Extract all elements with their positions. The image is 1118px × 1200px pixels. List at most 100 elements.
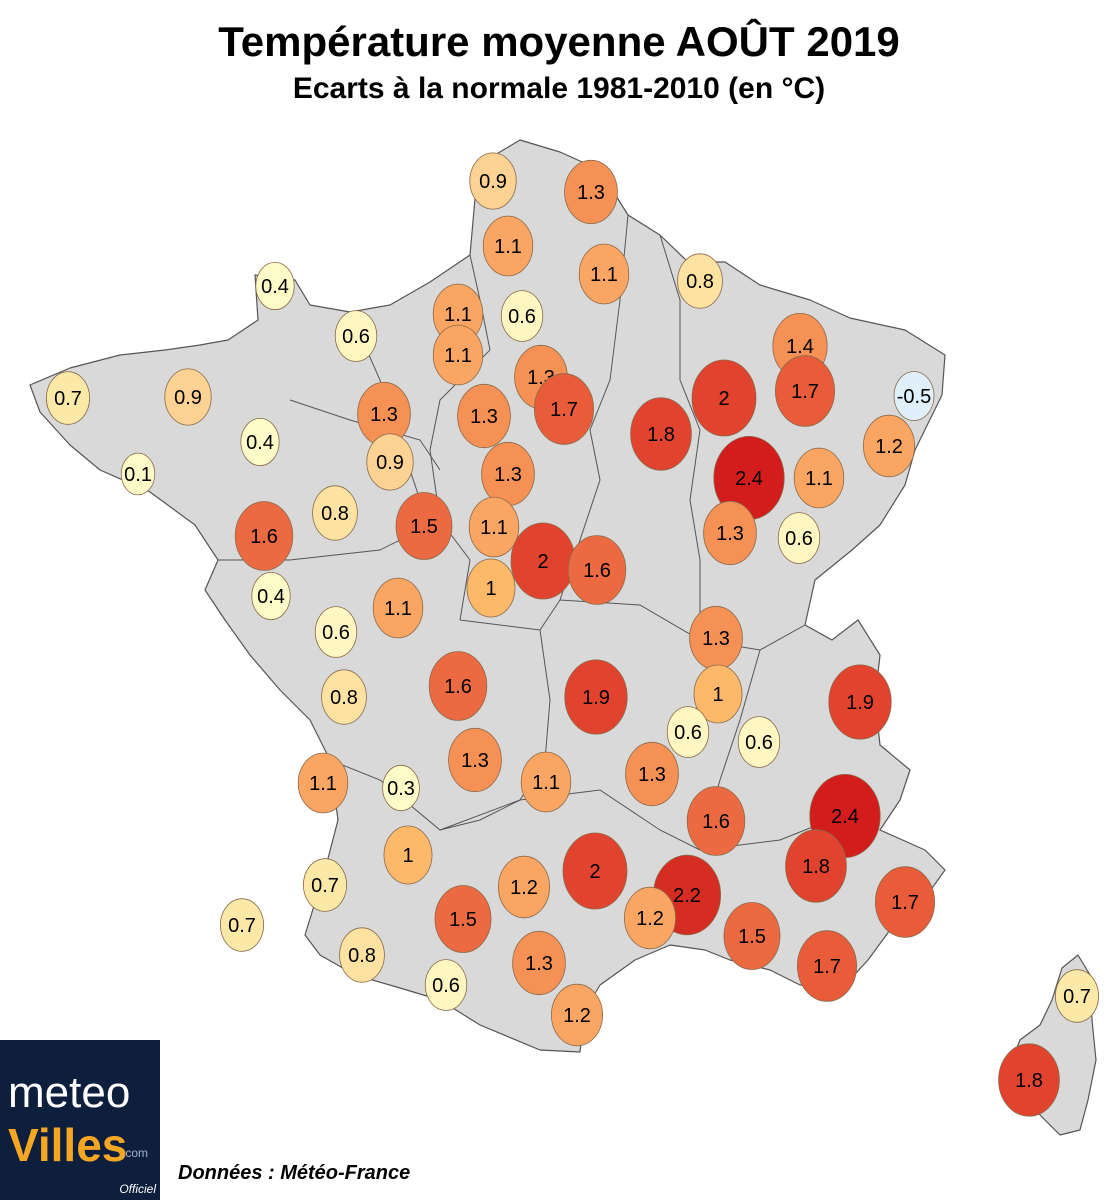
station-value-label: 0.7 [228, 915, 256, 937]
station-bubble: 1 [383, 825, 433, 885]
station-value-label: 1.2 [875, 436, 903, 458]
station-bubble-marker [466, 558, 516, 618]
station-bubble: 2 [562, 832, 628, 910]
station-bubble-marker [998, 1043, 1060, 1117]
station-value-label: 0.9 [479, 171, 507, 193]
station-value-label: 1.1 [384, 598, 412, 620]
station-bubble-marker [564, 159, 618, 225]
station-bubble-marker [428, 651, 488, 721]
station-bubble: 2 [691, 359, 757, 437]
station-bubble-marker [737, 716, 781, 768]
station-bubble: 0.7 [219, 898, 264, 952]
station-bubble: 1.7 [534, 373, 595, 445]
station-value-label: 1.9 [582, 687, 610, 709]
station-value-label: 1.9 [846, 692, 874, 714]
station-bubble: 1.1 [372, 577, 424, 639]
station-bubble: 1.3 [625, 741, 679, 807]
station-bubble: 1.3 [448, 727, 502, 793]
station-bubble-marker [219, 898, 264, 952]
station-value-label: 0.6 [674, 722, 702, 744]
station-bubble-marker [497, 855, 550, 919]
station-bubble: 1.3 [689, 605, 743, 671]
station-bubble-marker [382, 764, 420, 812]
station-bubble: 0.3 [382, 764, 420, 812]
station-bubble-marker [630, 397, 692, 471]
station-bubbles: 0.9 1.3 1.1 1.1 0.8 0.4 0.6 1.1 0.6 1.4 1.1 1.3 1.3 1… [46, 152, 1100, 1117]
station-value-label: 1.1 [532, 772, 560, 794]
station-value-label: 1 [712, 684, 723, 706]
station-value-label: 0.8 [348, 945, 376, 967]
station-bubble-marker [120, 452, 156, 496]
station-bubble-marker [512, 930, 566, 996]
station-bubble-marker [777, 512, 821, 564]
station-value-label: 0.6 [432, 975, 460, 997]
station-value-label: 1.3 [577, 182, 605, 204]
station-value-label: 1.5 [738, 926, 766, 948]
logo-com-text: .com [122, 1146, 149, 1160]
land-layer [29, 139, 1097, 1136]
station-bubble: 1.1 [468, 496, 520, 558]
station-value-label: 1.2 [510, 877, 538, 899]
station-value-label: 1.3 [702, 628, 730, 650]
station-bubble-marker [302, 858, 347, 912]
station-bubble-marker [500, 290, 544, 342]
station-bubble-marker [424, 959, 468, 1011]
station-bubble-marker [255, 261, 295, 310]
station-value-label: 0.6 [745, 732, 773, 754]
station-bubble-marker [457, 383, 511, 449]
region-border [559, 214, 629, 601]
station-bubble: 1.3 [703, 500, 757, 566]
station-bubble-marker [686, 786, 746, 856]
station-bubble-marker [677, 253, 723, 309]
station-value-label: 1.1 [494, 236, 522, 258]
station-bubble: 1.8 [630, 397, 692, 471]
station-value-label: 1.7 [813, 956, 841, 978]
station-value-label: 2.4 [831, 806, 859, 828]
station-bubble-marker [564, 659, 628, 735]
station-bubble: 0.7 [302, 858, 347, 912]
station-value-label: 2 [718, 388, 729, 410]
station-bubble: 1.7 [797, 930, 858, 1002]
station-bubble: 1.5 [434, 885, 492, 953]
station-bubble-marker [562, 832, 628, 910]
station-bubble: 0.7 [46, 371, 91, 425]
station-value-label: 0.6 [322, 622, 350, 644]
station-value-label: 1.1 [444, 304, 472, 326]
station-value-label: 1.3 [638, 764, 666, 786]
station-bubble-marker [234, 501, 294, 571]
station-value-label: 1.3 [494, 464, 522, 486]
station-bubble: 1.2 [863, 414, 916, 478]
station-value-label: 1.1 [309, 773, 337, 795]
station-value-label: 1.6 [583, 560, 611, 582]
station-bubble: 0.9 [164, 368, 212, 426]
station-value-label: 1.1 [444, 345, 472, 367]
station-value-label: 1.8 [647, 424, 675, 446]
station-bubble: 2.4 [713, 435, 785, 520]
station-value-label: 2 [589, 861, 600, 883]
station-bubble: 1.8 [785, 829, 847, 903]
station-bubble-marker [793, 447, 845, 509]
station-bubble: 0.8 [312, 485, 358, 541]
station-value-label: 1.6 [702, 811, 730, 833]
station-bubble-marker [482, 215, 534, 277]
station-value-label: 0.4 [246, 432, 274, 454]
station-value-label: 1.1 [480, 517, 508, 539]
station-bubble-marker [625, 741, 679, 807]
station-bubble: 1.3 [512, 930, 566, 996]
station-bubble: 1.2 [497, 855, 550, 919]
station-value-label: 1.8 [802, 856, 830, 878]
station-value-label: 1.7 [791, 381, 819, 403]
station-bubble: 1.7 [775, 355, 836, 427]
station-bubble: 1.3 [564, 159, 618, 225]
station-value-label: 1.5 [449, 909, 477, 931]
station-bubble: 0.6 [777, 512, 821, 564]
station-bubble: 0.8 [321, 669, 367, 725]
station-bubble-marker [534, 373, 595, 445]
meteovilles-logo: meteo Villes .com Officiel [0, 1040, 160, 1200]
map-title: Température moyenne AOÛT 2019 [218, 18, 900, 65]
station-bubble-marker [863, 414, 916, 478]
station-bubble: 0.9 [469, 152, 517, 210]
station-bubble-marker [339, 927, 385, 983]
station-bubble: 2 [510, 522, 576, 600]
station-value-label: 1.5 [410, 516, 438, 538]
